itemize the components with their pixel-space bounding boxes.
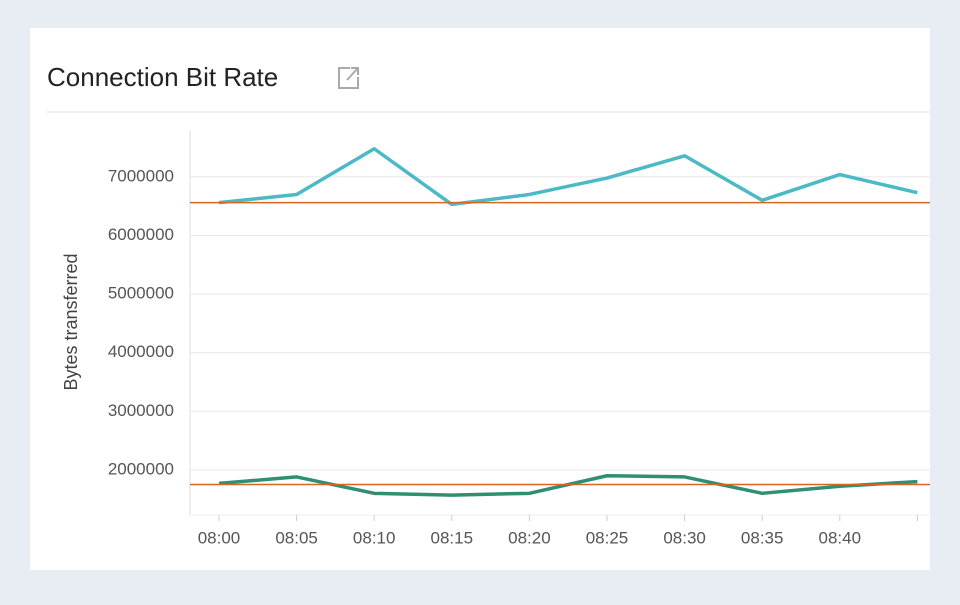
series-line — [218, 147, 918, 207]
y-tick-label: 3000000 — [108, 401, 174, 420]
y-tick-label: 7000000 — [108, 166, 174, 185]
x-tick-label: 08:00 — [198, 528, 241, 547]
chart-title: Connection Bit Rate — [47, 62, 278, 92]
x-tick-label: 08:25 — [586, 528, 629, 547]
x-tick-label: 08:30 — [663, 528, 706, 547]
y-tick-label: 6000000 — [108, 225, 174, 244]
x-tick-label: 08:35 — [741, 528, 784, 547]
y-tick-label: 2000000 — [108, 459, 174, 478]
x-tick-label: 08:15 — [431, 528, 474, 547]
card — [30, 28, 930, 570]
x-tick-label: 08:40 — [819, 528, 862, 547]
x-tick-label: 08:20 — [508, 528, 551, 547]
external-link-icon[interactable] — [338, 67, 359, 89]
x-tick-label: 08:10 — [353, 528, 396, 547]
y-tick-label: 5000000 — [108, 284, 174, 303]
y-tick-label: 4000000 — [108, 342, 174, 361]
y-axis-label: Bytes transferred — [61, 253, 81, 390]
x-tick-label: 08:05 — [275, 528, 318, 547]
